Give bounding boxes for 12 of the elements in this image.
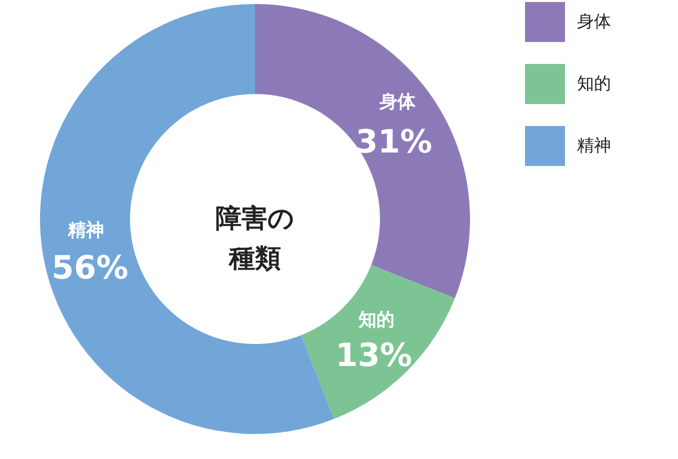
data-label: 56% — [52, 248, 128, 286]
legend-label: 身体 — [577, 12, 611, 32]
text: 障害の種類 — [216, 204, 294, 274]
slice-label: 精神 — [67, 220, 104, 242]
legend-label: 知的 — [577, 74, 611, 94]
donut-slice — [301, 265, 455, 419]
slice-label: 身体 — [378, 91, 416, 112]
legend-label: 精神 — [577, 136, 611, 156]
data-label: 31% — [356, 122, 432, 161]
donut-slice — [40, 4, 334, 434]
slice-label: 知的 — [358, 310, 395, 331]
data-label: 13% — [335, 336, 412, 374]
